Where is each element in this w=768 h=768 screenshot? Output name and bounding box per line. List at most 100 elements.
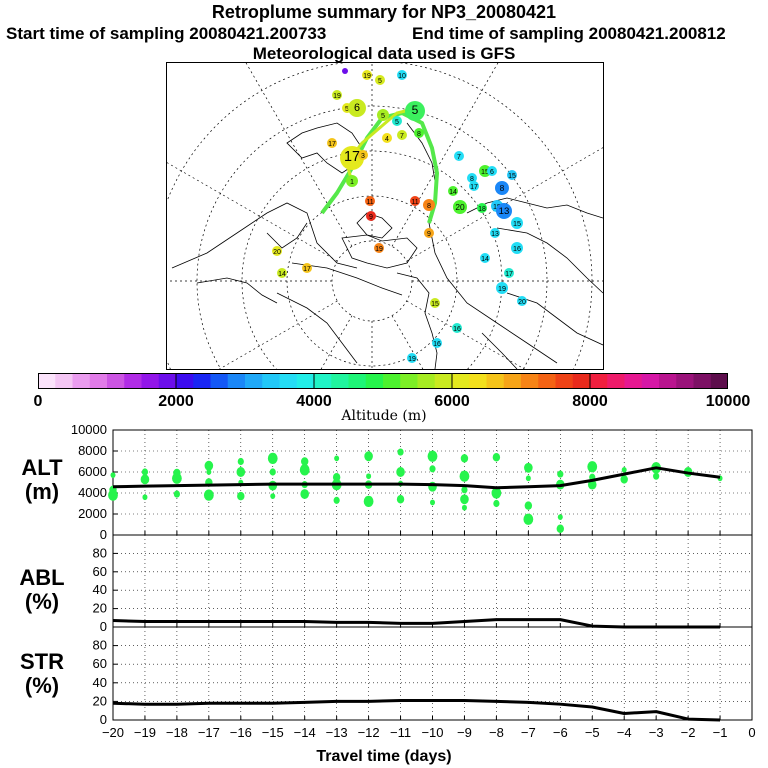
plume-day-label: 15	[431, 301, 439, 308]
colorbar-swatch	[141, 373, 160, 389]
altitude-scatter-point	[460, 494, 469, 505]
plume-marker	[375, 75, 385, 85]
colorbar-swatch	[348, 373, 367, 389]
end-time-label: End time of sampling 20080421.200812	[412, 24, 726, 43]
altitude-scatter-point	[173, 490, 180, 498]
colorbar-tick-label: 2000	[158, 393, 194, 410]
y-tick-label: 10000	[71, 422, 107, 437]
plume-day-label: 13	[499, 206, 510, 217]
plume-day-label: 6	[354, 102, 360, 114]
plume-marker	[414, 128, 424, 138]
meridian-line	[245, 63, 353, 247]
y-tick-label: 4000	[78, 485, 107, 500]
altitude-scatter-point	[620, 475, 628, 484]
y-tick-label: 40	[93, 675, 107, 690]
plume-day-label: 19	[333, 93, 341, 100]
plume-day-label: 17	[505, 271, 513, 278]
colorbar-swatch	[331, 373, 349, 389]
plume-marker	[511, 217, 523, 229]
y-tick-label: 6000	[78, 464, 107, 479]
coastline	[266, 222, 308, 249]
plume-day-label: 18	[478, 206, 486, 213]
abl-panel-label: ABL (%)	[2, 566, 82, 614]
x-tick-label: −8	[489, 725, 504, 740]
plume-marker	[454, 151, 464, 161]
plume-day-label: 4	[385, 136, 389, 143]
colorbar-swatch	[417, 373, 436, 389]
colorbar-swatch	[296, 373, 315, 389]
colorbar-tick-label: 4000	[296, 393, 332, 410]
altitude-scatter-point	[142, 494, 148, 501]
x-tick-label: −9	[457, 725, 472, 740]
colorbar-swatch	[693, 373, 712, 389]
altitude-scatter-point	[299, 464, 310, 476]
met-data-label: Meteorological data used is GFS	[252, 44, 516, 63]
x-tick-label: −17	[198, 725, 220, 740]
colorbar-tick-label: 10000	[705, 393, 751, 410]
plume-marker	[469, 181, 479, 191]
plume-marker	[487, 166, 497, 176]
plume-day-label: 16	[513, 244, 521, 253]
altitude-scatter-point	[364, 451, 373, 462]
plume-marker	[480, 253, 490, 263]
colorbar-swatch	[107, 373, 125, 389]
altitude-scatter-point	[493, 499, 500, 508]
panel-frame	[112, 626, 753, 721]
plume-marker	[490, 228, 500, 238]
plume-day-label: 11	[411, 199, 418, 206]
colorbar-swatch	[624, 373, 643, 389]
series-line	[112, 618, 721, 629]
plume-marker	[495, 181, 509, 195]
colorbar-label: Altitude (m)	[341, 408, 427, 424]
colorbar-swatch	[72, 373, 91, 389]
colorbar-swatch	[365, 373, 384, 389]
x-tick-label: −11	[390, 725, 411, 740]
altitude-scatter-point	[301, 457, 309, 466]
plume-day-label: 9	[427, 231, 431, 238]
altitude-scatter-point	[461, 486, 468, 494]
colorbar-swatch	[400, 373, 418, 389]
plume-day-label: 16	[433, 341, 441, 348]
plume-marker	[277, 268, 287, 278]
y-tick-label: 80	[93, 638, 107, 653]
plume-marker	[407, 353, 417, 363]
colorbar-swatch	[434, 373, 453, 389]
plume-day-label: 9	[369, 214, 373, 221]
y-tick-label: 8000	[78, 443, 107, 458]
x-tick-label: 0	[748, 725, 755, 740]
coastline	[291, 262, 403, 296]
plume-marker	[517, 296, 527, 306]
x-tick-label: −1	[713, 725, 728, 740]
colorbar-swatch	[55, 373, 73, 389]
altitude-scatter-point	[461, 504, 467, 511]
coastline	[396, 272, 438, 369]
altitude-scatter-point	[141, 468, 149, 476]
plume-day-label: 8	[417, 131, 421, 138]
plume-marker	[432, 338, 442, 348]
colorbar-swatch	[452, 373, 470, 389]
plume-day-label: 5	[412, 103, 419, 117]
plume-marker	[397, 70, 407, 80]
altitude-scatter-point	[204, 460, 214, 471]
plume-marker	[452, 323, 462, 333]
plume-marker	[358, 150, 368, 160]
plume-day-label: 14	[278, 271, 286, 278]
altitude-scatter-point	[172, 472, 182, 484]
plume-day-label: 14	[481, 256, 489, 263]
colorbar-frame	[38, 373, 728, 389]
time-series-panels: 0 2000 4000 6000 8000 10000 0 20 40 60 80 0 20 40 60 80…	[71, 422, 756, 740]
altitude-scatter-point	[334, 455, 340, 462]
y-tick-label: 60	[93, 656, 107, 671]
coastline	[171, 202, 358, 269]
altitude-scatter-point	[587, 461, 598, 473]
meridian-line	[391, 63, 499, 247]
plume-day-label: 14	[449, 189, 457, 196]
colorbar-swatch	[503, 373, 522, 389]
colorbar-tick-label: 6000	[434, 393, 470, 410]
meridian-line	[167, 162, 338, 262]
plume-marker	[496, 203, 512, 219]
plume-marker	[346, 175, 358, 187]
colorbar-swatch	[279, 373, 298, 389]
alt-label-line1: ALT	[21, 455, 63, 480]
